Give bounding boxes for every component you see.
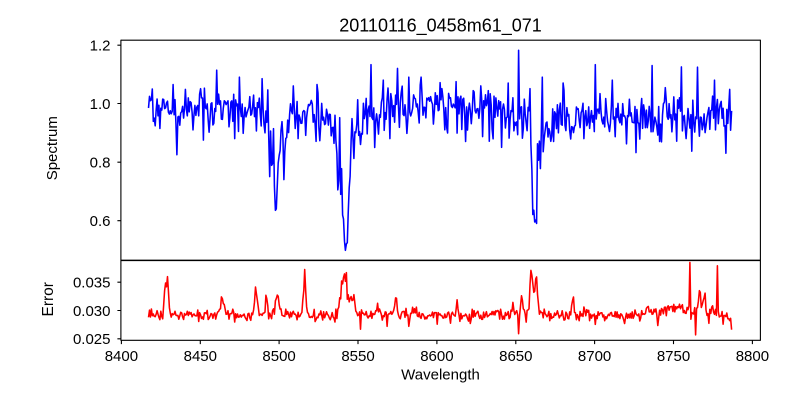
svg-text:8550: 8550 bbox=[341, 348, 374, 365]
svg-text:0.035: 0.035 bbox=[73, 275, 111, 292]
svg-text:0.8: 0.8 bbox=[90, 155, 111, 172]
svg-text:8800: 8800 bbox=[736, 348, 769, 365]
svg-text:8700: 8700 bbox=[578, 348, 611, 365]
svg-text:Error: Error bbox=[40, 282, 57, 316]
svg-text:20110116_0458m61_071: 20110116_0458m61_071 bbox=[339, 15, 542, 36]
svg-text:8450: 8450 bbox=[184, 348, 217, 365]
svg-text:0.030: 0.030 bbox=[73, 303, 111, 320]
svg-text:1.2: 1.2 bbox=[90, 38, 111, 55]
svg-text:Spectrum: Spectrum bbox=[44, 116, 61, 180]
svg-text:1.0: 1.0 bbox=[90, 96, 111, 113]
svg-text:8500: 8500 bbox=[262, 348, 295, 365]
svg-text:8650: 8650 bbox=[499, 348, 532, 365]
svg-text:8750: 8750 bbox=[657, 348, 690, 365]
svg-text:8600: 8600 bbox=[420, 348, 453, 365]
svg-text:0.025: 0.025 bbox=[73, 331, 111, 348]
svg-text:0.6: 0.6 bbox=[90, 213, 111, 230]
svg-text:Wavelength: Wavelength bbox=[401, 367, 480, 384]
svg-text:8400: 8400 bbox=[105, 348, 138, 365]
